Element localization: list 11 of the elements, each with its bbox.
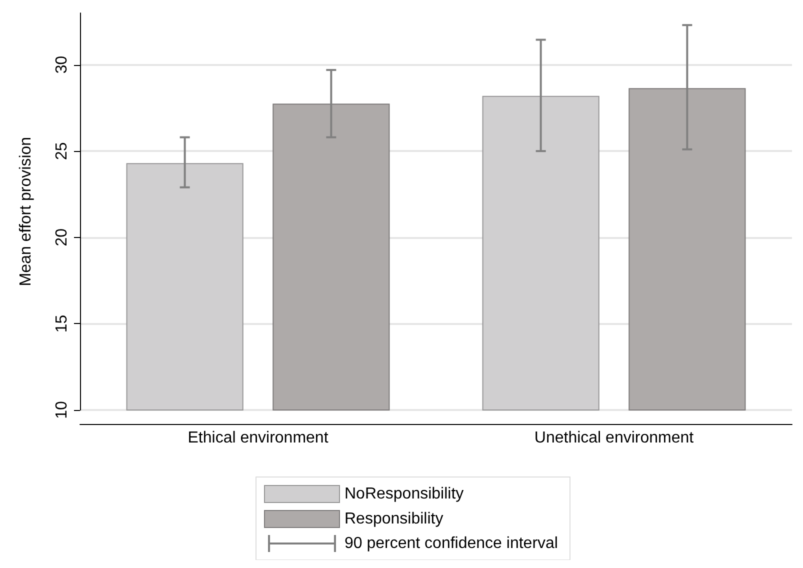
x-tick-label: Unethical environment [534,430,694,446]
y-tick-label: 25 [54,142,70,160]
y-tick-label: 15 [54,314,70,333]
y-tick-label: 30 [54,56,70,74]
x-tick-label: Ethical environment [188,430,329,446]
y-tick-label: 10 [54,401,70,419]
y-axis-title: Mean effort provision [18,136,34,286]
legend-label: Responsibility [344,510,444,528]
legend-label: NoResponsibility [344,486,464,502]
text: 90 percent confidence interval [344,535,558,552]
y-tick-label: 20 [54,228,70,246]
